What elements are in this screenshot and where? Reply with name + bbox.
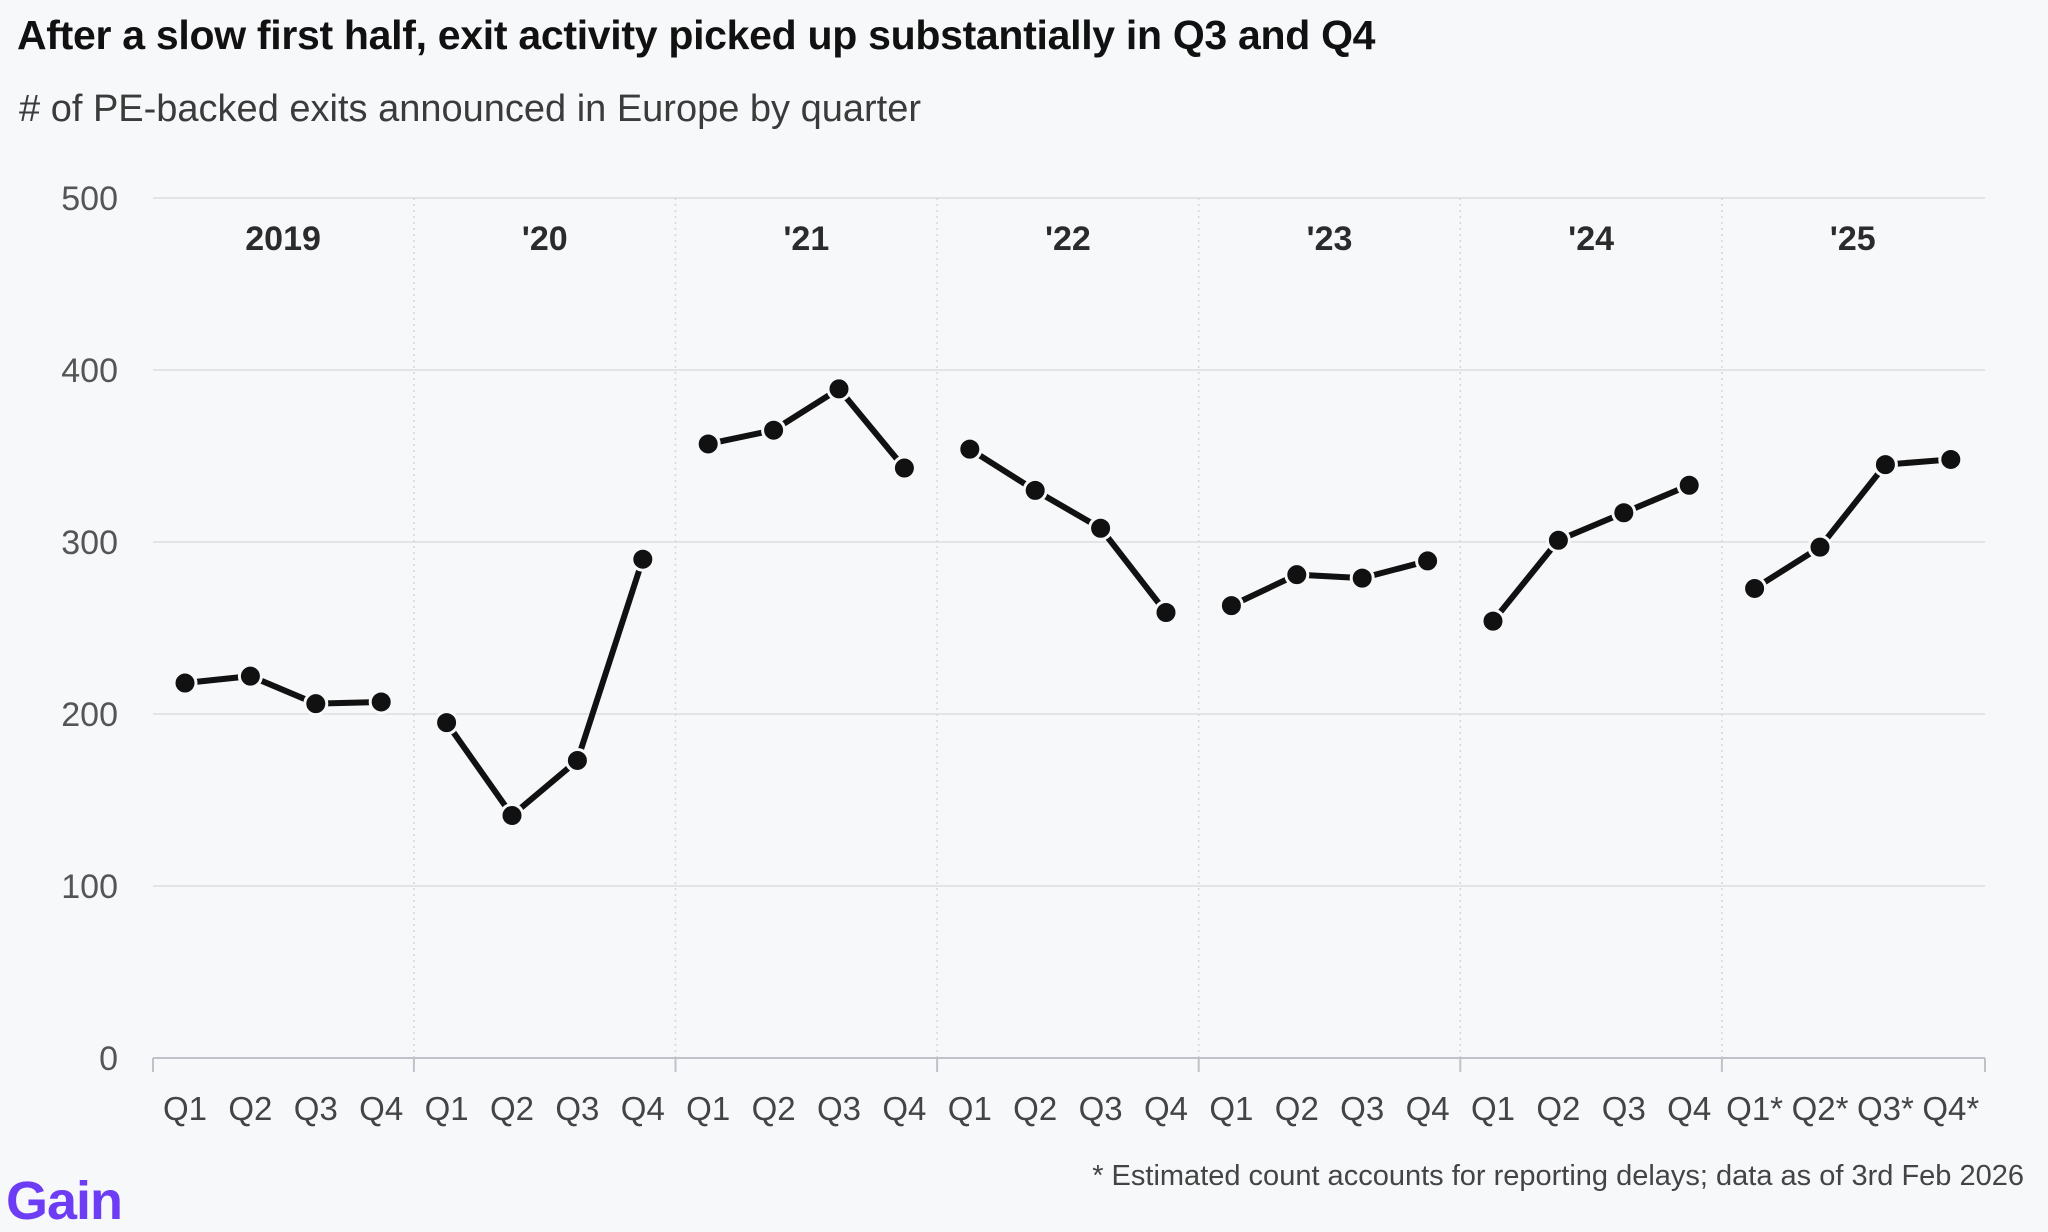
- data-point: [1088, 515, 1114, 541]
- data-point: [303, 691, 329, 717]
- data-point: [761, 417, 787, 443]
- data-point: [434, 710, 460, 736]
- data-point: [826, 376, 852, 402]
- x-tick-label: Q4: [359, 1090, 403, 1127]
- chart-title: After a slow first half, exit activity p…: [17, 12, 1376, 58]
- x-tick-label: Q3*: [1857, 1090, 1914, 1127]
- data-point: [1022, 477, 1048, 503]
- x-tick-label: Q4*: [1922, 1090, 1979, 1127]
- x-tick-label: Q2: [228, 1090, 272, 1127]
- x-tick-label: Q4: [621, 1090, 665, 1127]
- x-tick-label: Q1: [163, 1090, 207, 1127]
- data-point: [1872, 452, 1898, 478]
- data-point: [172, 670, 198, 696]
- data-point: [695, 431, 721, 457]
- year-label: '23: [1307, 220, 1353, 258]
- year-label: '25: [1830, 220, 1876, 258]
- data-point: [630, 546, 656, 572]
- x-tick-label: Q2*: [1792, 1090, 1849, 1127]
- data-point: [957, 436, 983, 462]
- data-point: [891, 455, 917, 481]
- x-tick-label: Q2: [490, 1090, 534, 1127]
- x-tick-label: Q2: [1013, 1090, 1057, 1127]
- data-point: [237, 663, 263, 689]
- x-tick-label: Q2: [752, 1090, 796, 1127]
- data-point: [1742, 575, 1768, 601]
- x-tick-label: Q1: [686, 1090, 730, 1127]
- y-tick-label: 500: [61, 180, 118, 218]
- year-label: '20: [522, 220, 568, 258]
- x-tick-label: Q4: [1406, 1090, 1450, 1127]
- year-label: '21: [783, 220, 829, 258]
- x-tick-label: Q1*: [1726, 1090, 1783, 1127]
- x-tick-label: Q2: [1275, 1090, 1319, 1127]
- x-tick-label: Q1: [425, 1090, 469, 1127]
- data-point: [1807, 534, 1833, 560]
- data-point: [1545, 527, 1571, 553]
- x-axis: Q1 Q2 Q3 Q4 Q1 Q2 Q3 Q4 Q1 Q2 Q3 Q4 Q1 Q2 Q3 Q4 Q1 Q2 Q3 Q4…: [152, 1057, 1986, 1127]
- gridlines: [153, 197, 1985, 1058]
- series-line-segment: [1490, 482, 1693, 625]
- y-tick-label: 200: [61, 696, 118, 734]
- series-line-segment: [1228, 557, 1431, 609]
- chart-subtitle: # of PE-backed exits announced in Europe…: [19, 88, 922, 130]
- y-tick-label: 400: [61, 352, 118, 390]
- x-tick-label: Q3: [1602, 1090, 1646, 1127]
- series-lines: [182, 385, 1954, 819]
- x-tick-label: Q4: [882, 1090, 926, 1127]
- x-tick-label: Q4: [1667, 1090, 1711, 1127]
- data-point: [1676, 472, 1702, 498]
- series-points: [172, 376, 1964, 828]
- series-line-segment: [1751, 456, 1954, 592]
- gain-logo: Gain: [6, 1171, 123, 1231]
- data-point: [564, 747, 590, 773]
- x-tick-label: Q3: [1079, 1090, 1123, 1127]
- data-point: [1349, 565, 1375, 591]
- year-labels: 2019 '20 '21 '22 '23 '24 '25: [245, 220, 1875, 258]
- y-tick-label: 300: [61, 524, 118, 562]
- x-tick-label: Q3: [1340, 1090, 1384, 1127]
- x-tick-label: Q4: [1144, 1090, 1188, 1127]
- series-line-segment: [443, 556, 646, 819]
- y-tick-label: 0: [99, 1040, 118, 1078]
- data-point: [1284, 562, 1310, 588]
- x-tick-label: Q1: [948, 1090, 992, 1127]
- x-tick-label: Q3: [555, 1090, 599, 1127]
- year-label: '24: [1568, 220, 1614, 258]
- data-point: [1480, 608, 1506, 634]
- x-tick-label: Q1: [1471, 1090, 1515, 1127]
- data-point: [1415, 548, 1441, 574]
- x-tick-label: Q3: [294, 1090, 338, 1127]
- data-point: [368, 689, 394, 715]
- year-label: '22: [1045, 220, 1091, 258]
- year-label: 2019: [245, 220, 321, 258]
- data-point: [1611, 500, 1637, 526]
- y-axis: 0 100 200 300 400 500: [61, 180, 118, 1078]
- x-tick-label: Q3: [817, 1090, 861, 1127]
- series-line-segment: [966, 446, 1169, 616]
- y-tick-label: 100: [61, 868, 118, 906]
- data-point: [1153, 600, 1179, 626]
- data-point: [1938, 446, 1964, 472]
- x-tick-label: Q2: [1536, 1090, 1580, 1127]
- series-line-segment: [182, 673, 385, 707]
- series-line-segment: [705, 385, 908, 472]
- data-point: [499, 802, 525, 828]
- footnote: * Estimated count accounts for reporting…: [1092, 1160, 2024, 1192]
- data-point: [1218, 593, 1244, 619]
- x-tick-label: Q1: [1209, 1090, 1253, 1127]
